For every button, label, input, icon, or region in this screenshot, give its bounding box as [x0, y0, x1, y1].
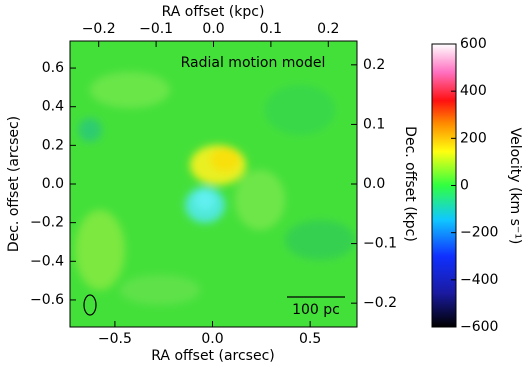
- y-tick-label: 0.2: [42, 137, 64, 153]
- y-tick-label: 0.0: [42, 176, 64, 192]
- y-tick-label: −0.2: [30, 215, 64, 231]
- colorbar-tick-label: −400: [460, 272, 498, 288]
- y-tick-label: 0.2: [363, 57, 385, 73]
- colorbar-tick-label: 0: [460, 178, 469, 194]
- velocity-map: [70, 41, 357, 327]
- y-tick-label: −0.2: [363, 295, 397, 311]
- x-tick-label: 0.0: [202, 21, 224, 37]
- chart-title: Radial motion model: [181, 55, 326, 71]
- x-tick-label: −0.2: [82, 21, 116, 37]
- y-tick-label: −0.4: [30, 253, 64, 269]
- x-tick-label: 0.1: [260, 21, 282, 37]
- y-tick-label: −0.1: [363, 236, 397, 252]
- y-tick-label: 0.4: [42, 99, 64, 115]
- y2-axis-label: Dec. offset (kpc): [402, 126, 418, 242]
- y-tick-label: −0.6: [30, 292, 64, 308]
- x-tick-label: −0.5: [98, 331, 132, 347]
- colorbar-tick-label: 400: [460, 83, 487, 99]
- beam: [83, 294, 97, 316]
- x-tick-label: −0.1: [139, 21, 173, 37]
- colorbar-tick-label: −600: [460, 319, 498, 335]
- colorbar-label: Velocity (km s⁻¹): [507, 128, 523, 245]
- colorbar-tick-label: 600: [460, 36, 487, 52]
- x2-axis-label: RA offset (kpc): [162, 4, 265, 20]
- y-tick-label: 0.0: [363, 176, 385, 192]
- colorbar-tick-label: −200: [460, 225, 498, 241]
- x-tick-label: 0.2: [317, 21, 339, 37]
- y-axis-label: Dec. offset (arcsec): [6, 116, 22, 252]
- x-tick-label: 0.5: [299, 331, 321, 347]
- y-tick-label: 0.6: [42, 60, 64, 76]
- scale-bar-label: 100 pc: [292, 302, 340, 318]
- y-tick-label: 0.1: [363, 116, 385, 132]
- x-tick-label: 0.0: [201, 331, 223, 347]
- colorbar-tick-label: 200: [460, 130, 487, 146]
- x-axis-label: RA offset (arcsec): [151, 348, 275, 364]
